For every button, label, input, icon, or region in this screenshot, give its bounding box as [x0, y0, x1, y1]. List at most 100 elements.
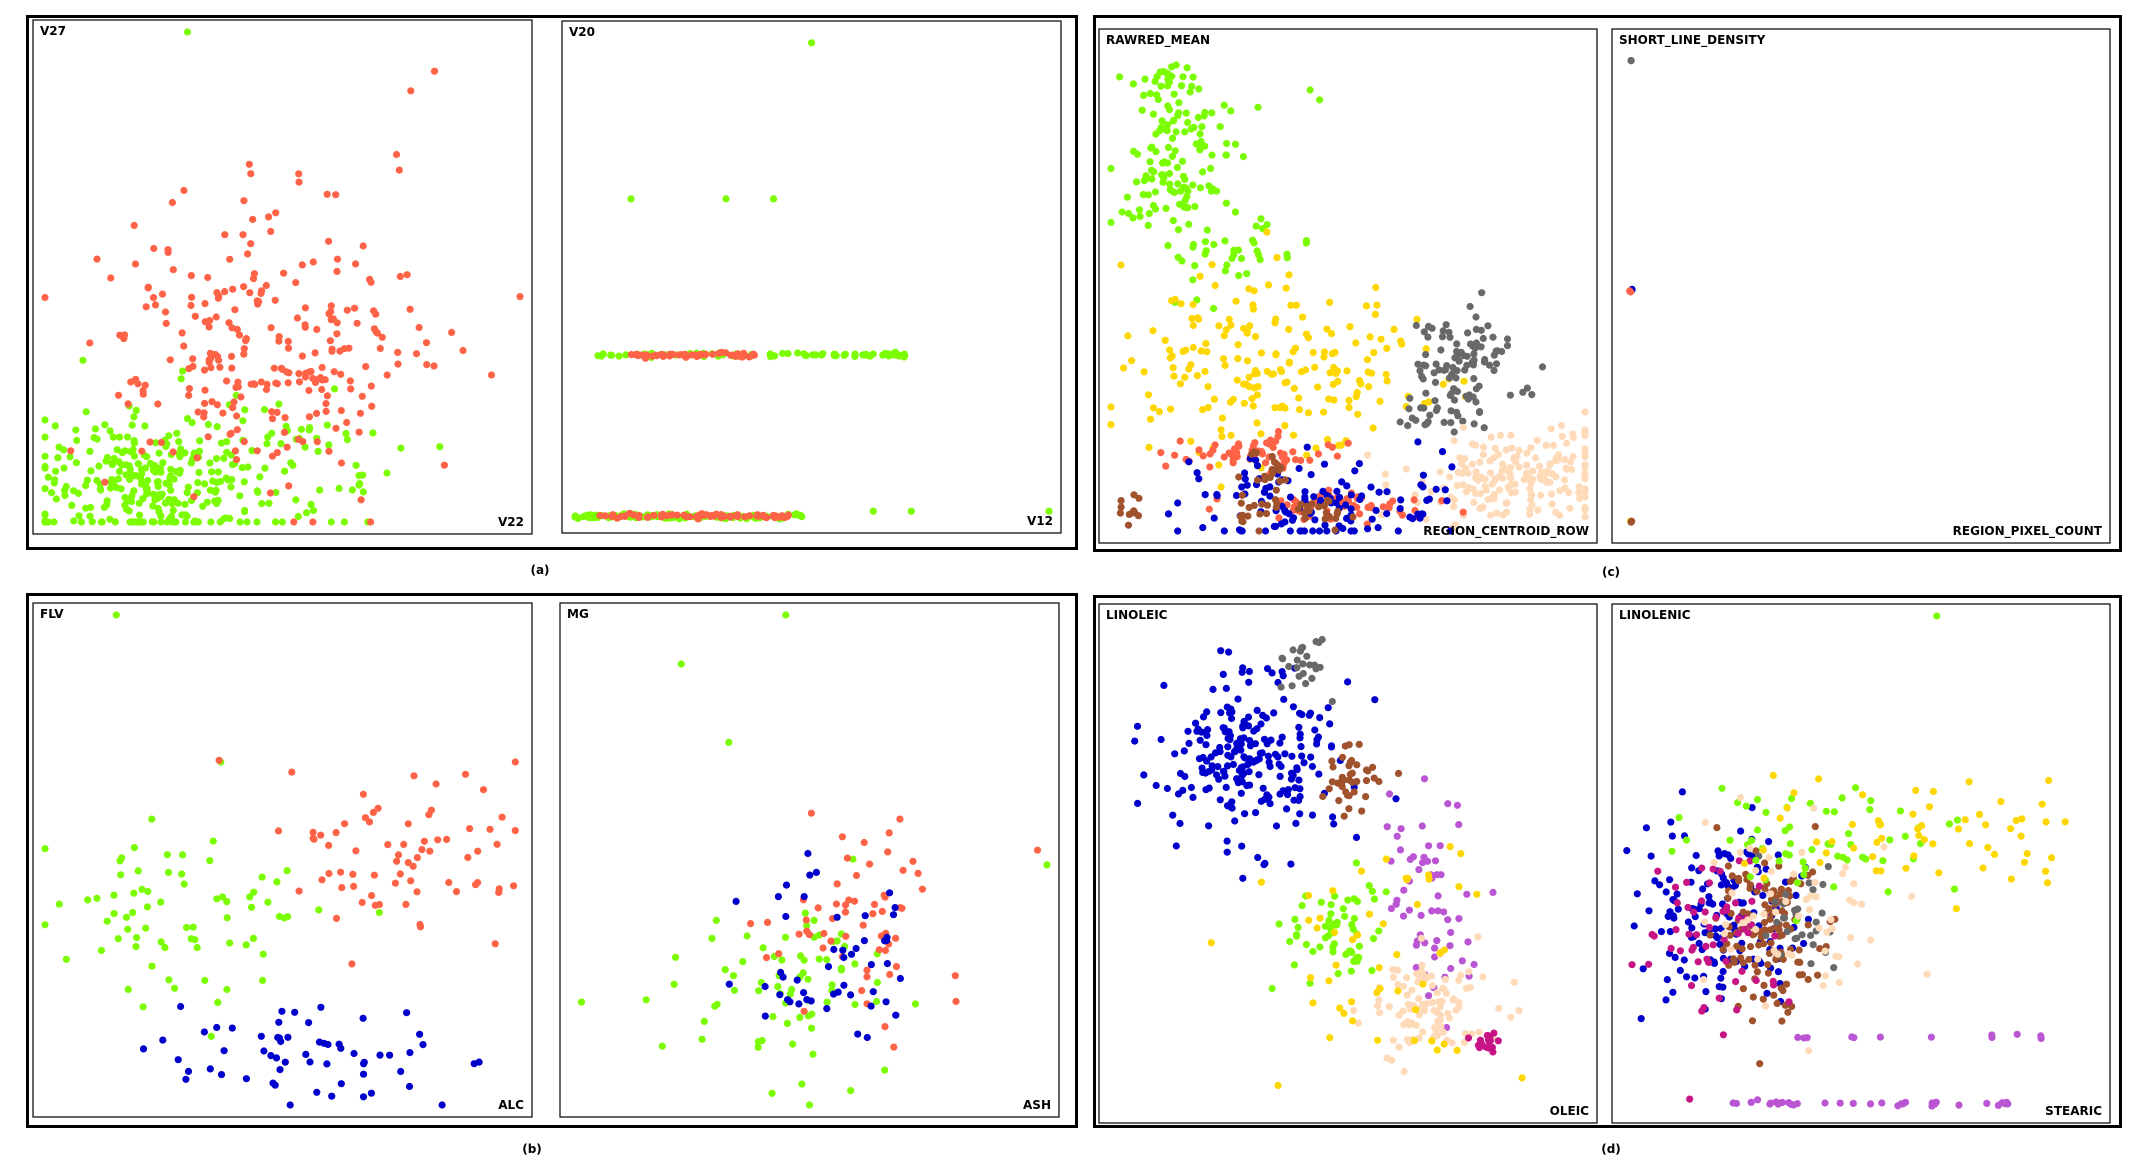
- data-point: [1289, 431, 1298, 439]
- data-point: [1206, 463, 1214, 471]
- data-point: [1176, 380, 1184, 388]
- data-point: [1722, 957, 1730, 965]
- data-point: [259, 976, 267, 985]
- data-point: [1382, 370, 1390, 379]
- data-point: [479, 786, 488, 794]
- data-point: [1285, 358, 1293, 366]
- data-point: [135, 511, 144, 519]
- data-point: [1349, 936, 1357, 944]
- data-point: [1210, 240, 1218, 249]
- data-point: [270, 364, 278, 372]
- data-point: [1773, 918, 1781, 926]
- data-point: [1482, 486, 1490, 494]
- data-point: [157, 438, 165, 447]
- data-point: [1313, 924, 1321, 932]
- data-point: [1459, 417, 1467, 425]
- data-point: [1228, 798, 1236, 806]
- data-point: [820, 929, 828, 938]
- data-point: [118, 461, 126, 469]
- data-point: [1256, 749, 1264, 758]
- data-point: [1244, 512, 1252, 520]
- data-point: [1823, 928, 1831, 936]
- data-point: [323, 421, 331, 429]
- data-point: [264, 898, 272, 906]
- data-point: [1238, 483, 1246, 491]
- data-point: [1678, 788, 1686, 796]
- data-point: [51, 422, 59, 430]
- data-point: [1254, 383, 1262, 391]
- data-point: [1529, 467, 1537, 475]
- data-point: [1257, 430, 1265, 438]
- data-point: [183, 415, 192, 423]
- data-point: [1179, 347, 1187, 355]
- data-point: [761, 982, 769, 991]
- data-point: [1202, 741, 1210, 749]
- data-point: [1487, 433, 1495, 441]
- data-point: [1246, 322, 1254, 330]
- data-point: [1148, 175, 1156, 183]
- data-point: [1791, 935, 1799, 943]
- data-point: [1736, 793, 1744, 802]
- data-point: [1749, 912, 1758, 920]
- data-point: [1169, 217, 1177, 225]
- data-point: [1287, 860, 1295, 868]
- data-point: [1835, 953, 1843, 961]
- data-point: [1157, 449, 1165, 457]
- data-point: [1375, 996, 1383, 1004]
- data-point: [1785, 851, 1793, 859]
- data-point: [61, 491, 69, 500]
- data-point: [1189, 276, 1197, 284]
- data-point: [1256, 510, 1264, 518]
- data-point: [1518, 1074, 1526, 1082]
- data-point: [309, 518, 317, 526]
- data-point: [869, 507, 877, 515]
- data-point: [1477, 343, 1485, 351]
- data-point: [1272, 822, 1281, 830]
- data-point: [802, 352, 811, 360]
- data-point: [1777, 984, 1785, 992]
- data-point: [1280, 695, 1288, 704]
- data-point: [111, 518, 119, 526]
- data-point: [1265, 281, 1273, 289]
- data-point: [819, 350, 827, 358]
- data-point: [722, 349, 730, 357]
- data-point: [1478, 289, 1486, 297]
- data-point: [1479, 973, 1487, 981]
- data-point: [1397, 496, 1405, 504]
- data-point: [124, 400, 132, 408]
- data-point: [284, 344, 293, 352]
- data-point: [369, 429, 377, 437]
- data-point: [1756, 1060, 1764, 1068]
- data-point: [1414, 360, 1422, 368]
- data-point: [1033, 846, 1042, 854]
- data-point: [93, 894, 101, 902]
- data-point: [1716, 867, 1724, 875]
- data-point: [1229, 456, 1237, 464]
- data-point: [1293, 764, 1301, 772]
- data-point: [1628, 961, 1636, 969]
- data-point: [635, 511, 643, 520]
- data-point: [796, 511, 804, 519]
- data-point: [244, 250, 252, 258]
- data-point: [1412, 321, 1420, 330]
- data-point: [832, 900, 841, 908]
- data-point: [1131, 737, 1139, 745]
- data-point: [337, 868, 345, 876]
- data-point: [142, 303, 150, 311]
- data-point: [800, 989, 808, 997]
- data-point: [1710, 858, 1718, 867]
- data-point: [1686, 1095, 1694, 1103]
- data-point: [274, 1033, 282, 1042]
- data-point: [407, 877, 415, 885]
- data-point: [316, 486, 324, 494]
- data-point: [1688, 946, 1696, 954]
- data-point: [1289, 514, 1298, 522]
- data-point: [113, 446, 121, 454]
- data-point: [1858, 900, 1866, 908]
- data-point: [1446, 843, 1454, 851]
- data-point: [169, 448, 177, 456]
- x-axis-label: OLEIC: [1550, 1104, 1590, 1118]
- data-point: [1352, 393, 1360, 401]
- data-point: [1480, 424, 1488, 432]
